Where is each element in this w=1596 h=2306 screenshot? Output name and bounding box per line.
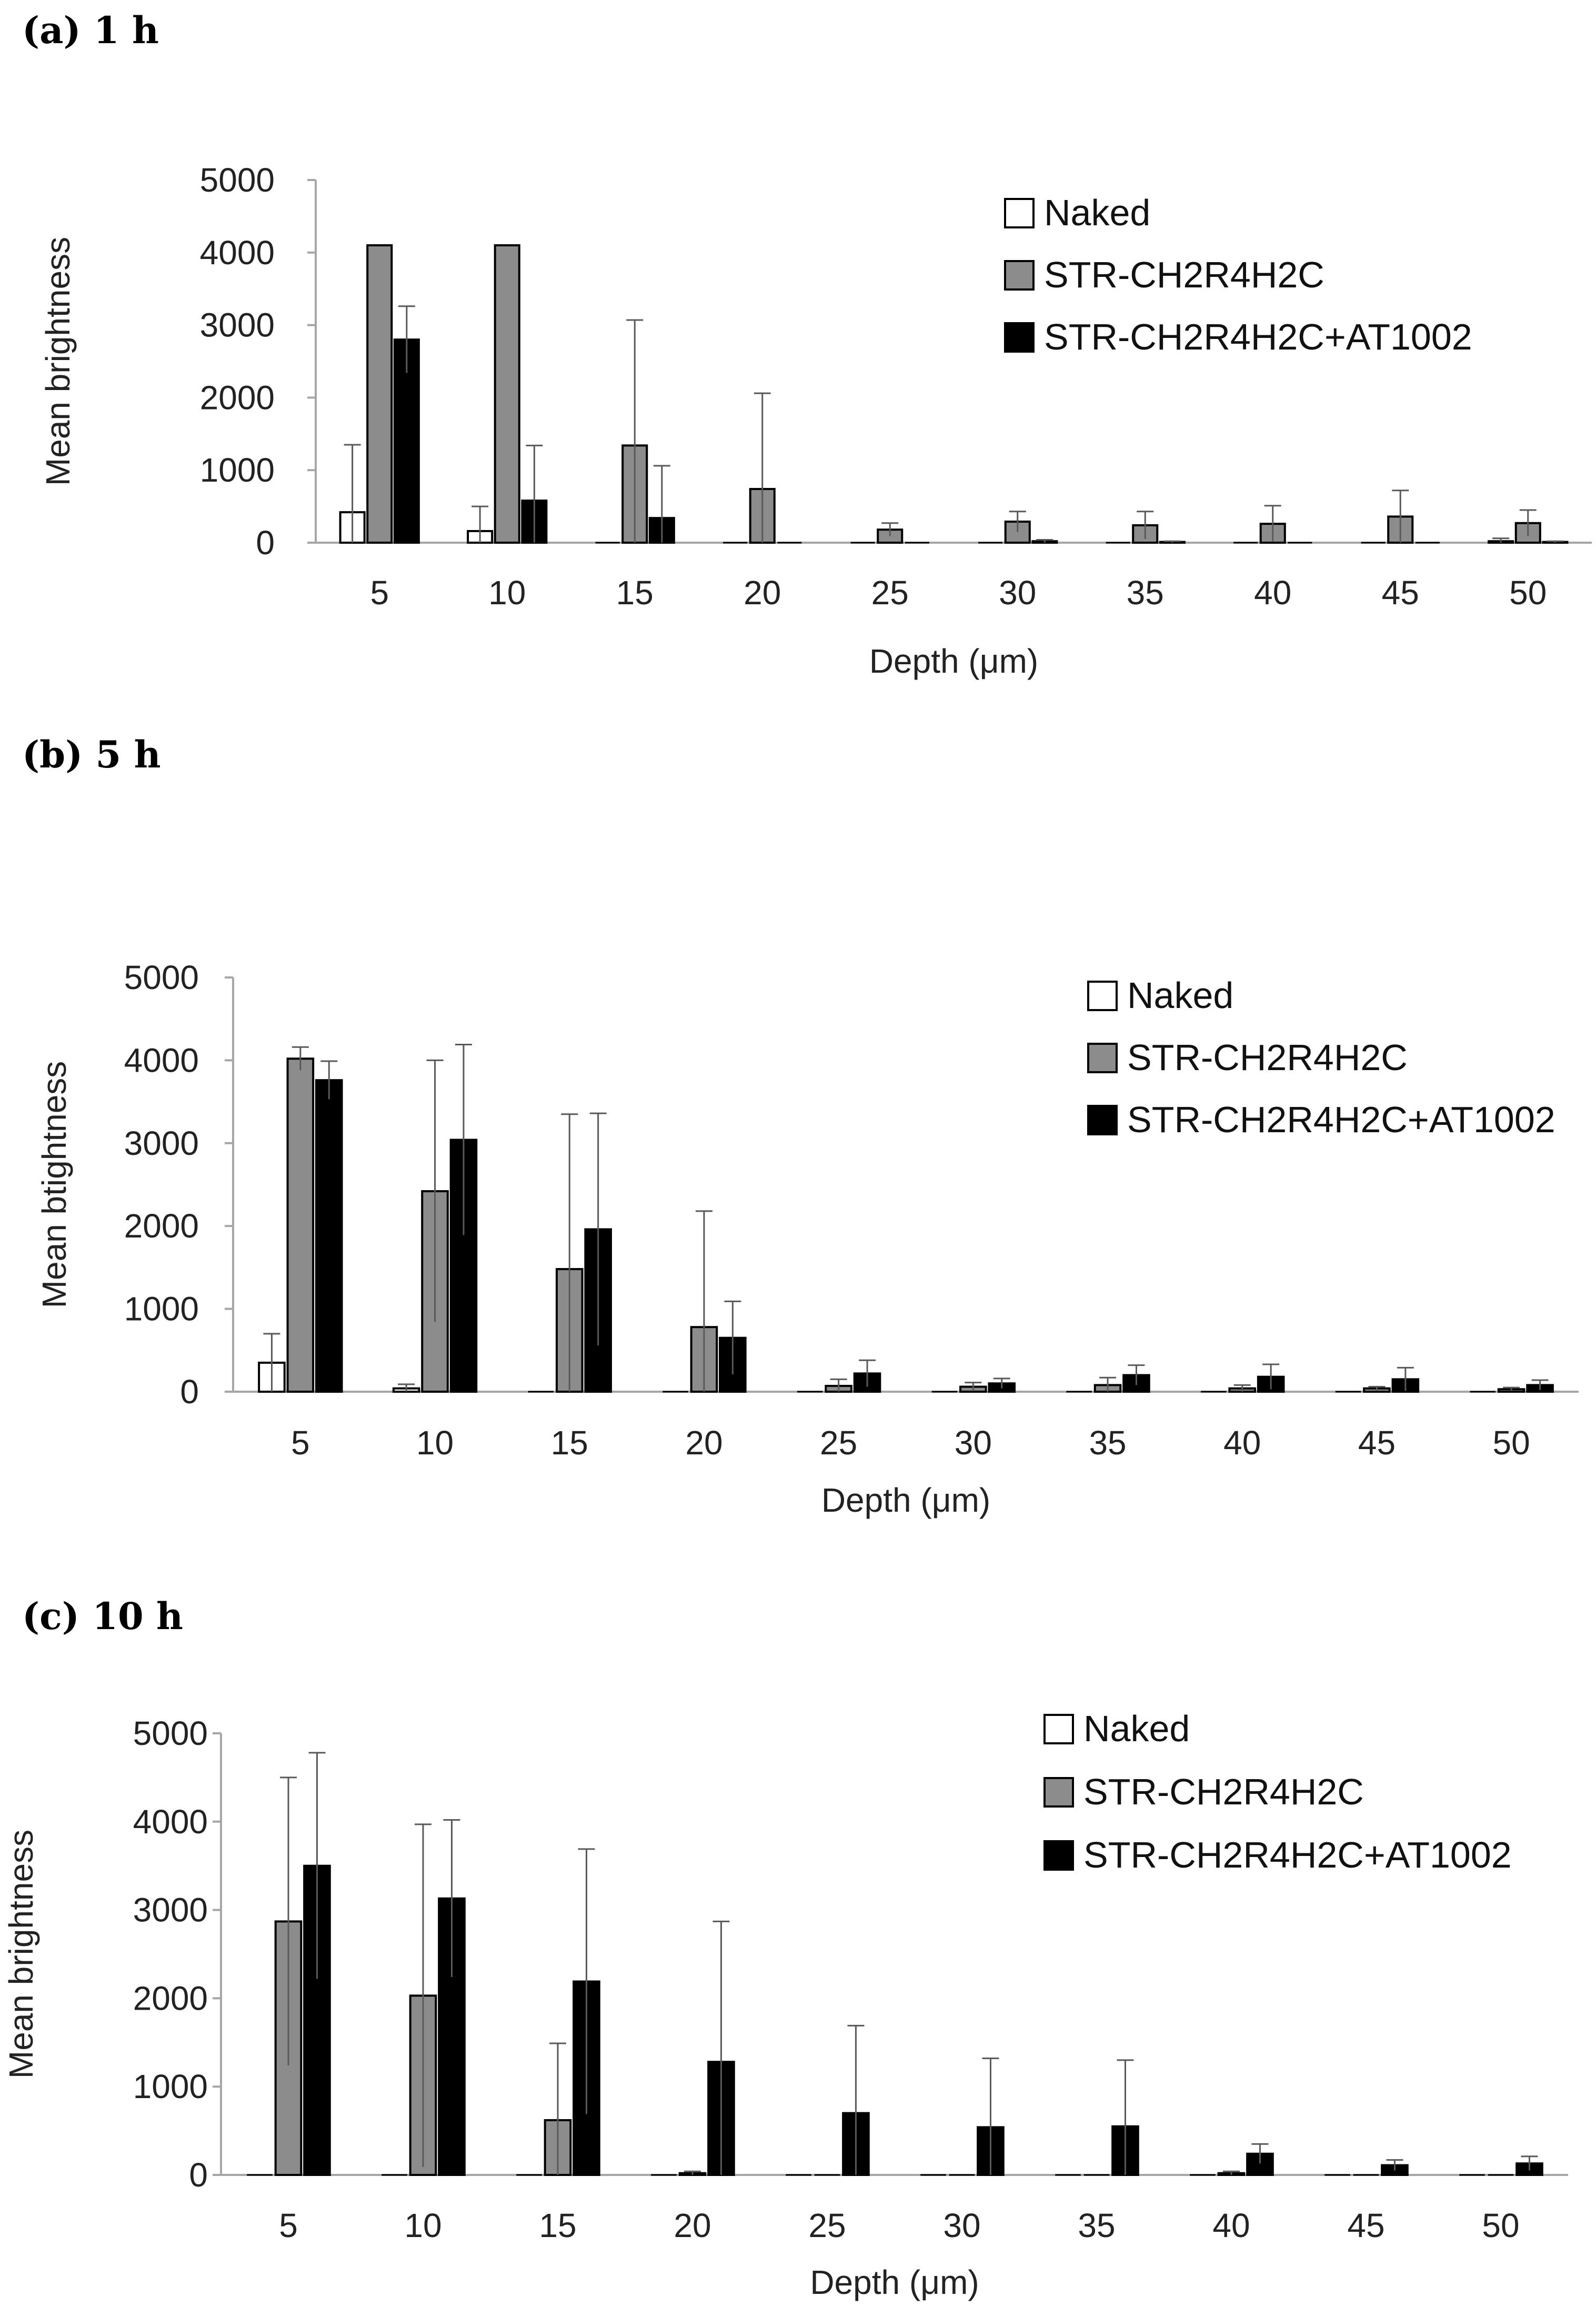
panel-c-y-tick-label: 3000 xyxy=(133,1891,208,1929)
panel-c-legend-label: STR-CH2R4H2C xyxy=(1083,1771,1364,1812)
panel-b-x-tick-label: 10 xyxy=(416,1424,454,1462)
panel-a-legend-swatch xyxy=(1004,322,1035,353)
panel-b-x-tick-label: 20 xyxy=(685,1424,722,1462)
panel-c-y-axis-label: Mean brightness xyxy=(2,1830,40,2079)
panel-a-x-tick-label: 30 xyxy=(999,574,1036,612)
panel-a-x-tick-label: 15 xyxy=(616,574,654,612)
panel-b-x-tick-label: 25 xyxy=(820,1424,857,1462)
panel-c-x-tick-label: 15 xyxy=(539,2207,576,2244)
panel-b: (b) 5 h 0 1000 2000 3000 4000 5000 5 10 15 20 25 30… xyxy=(22,733,1579,1519)
panel-c-legend-swatch xyxy=(1043,1840,1074,1871)
panel-b-title: (b) 5 h xyxy=(22,733,161,776)
panel-a-x-tick-label: 40 xyxy=(1254,574,1291,612)
panel-a-bar-str xyxy=(1004,521,1031,544)
panel-c-x-tick-label: 10 xyxy=(404,2207,441,2244)
panel-b-x-tick-label: 30 xyxy=(955,1424,992,1462)
panel-c-y-tick-label: 2000 xyxy=(133,1979,208,2017)
panel-c-x-tick-label: 30 xyxy=(943,2207,980,2244)
panel-c-y-tick-label: 4000 xyxy=(133,1803,208,1841)
panel-c-legend-swatch xyxy=(1043,1714,1074,1744)
panel-b-legend-label: STR-CH2R4H2C xyxy=(1127,1037,1408,1078)
panel-a-title: (a) 1 h xyxy=(22,8,159,52)
panel-c-x-tick-label: 50 xyxy=(1482,2207,1519,2244)
panel-c-y-tick-label: 0 xyxy=(189,2156,208,2194)
panel-b-x-axis-label: Depth (μm) xyxy=(821,1481,990,1519)
panel-b-y-tick-label: 0 xyxy=(180,1373,199,1411)
panel-a-legend-label: STR-CH2R4H2C+AT1002 xyxy=(1044,316,1472,357)
panel-a-x-axis-label: Depth (μm) xyxy=(869,642,1038,680)
panel-a-bar-str xyxy=(366,244,393,544)
panel-c-title: (c) 10 h xyxy=(22,1594,183,1638)
panel-a: (a) 1 h 0 1000 2000 3000 4000 5000 5 10 15 20 25 30… xyxy=(22,8,1592,680)
panel-a-x-tick-label: 10 xyxy=(488,574,526,612)
panel-b-bar-str-at1002 xyxy=(315,1079,343,1393)
panel-b-y-tick-label: 5000 xyxy=(124,959,199,996)
panel-c-x-tick-label: 20 xyxy=(674,2207,711,2244)
panel-b-x-tick-label: 40 xyxy=(1223,1424,1261,1462)
panel-a-x-tick-label: 25 xyxy=(871,574,909,612)
panel-a-x-tick-label: 35 xyxy=(1127,574,1164,612)
panel-a-y-tick-label: 3000 xyxy=(200,306,275,344)
panel-b-plot: 0 1000 2000 3000 4000 5000 5 10 15 20 25 30 35 40 45 50… xyxy=(35,959,1579,1519)
panel-c-y-tick-label: 5000 xyxy=(133,1714,208,1752)
panel-a-plot: 0 1000 2000 3000 4000 5000 5 10 15 20 25 30 35 40 45 50… xyxy=(39,161,1592,680)
panel-c-plot: 0 1000 2000 3000 4000 5000 5 10 15 20 25 30 35 40 45 50… xyxy=(2,1708,1568,2301)
panel-b-legend-swatch xyxy=(1087,1043,1118,1073)
panel-a-y-axis-label: Mean brightness xyxy=(39,237,77,486)
panel-b-y-tick-label: 4000 xyxy=(124,1041,199,1079)
panel-a-legend-swatch xyxy=(1004,198,1035,228)
panel-b-y-tick-label: 1000 xyxy=(124,1290,199,1328)
panel-b-x-tick-label: 50 xyxy=(1493,1424,1530,1462)
panel-a-y-tick-label: 2000 xyxy=(200,378,275,416)
panel-c-legend-label: STR-CH2R4H2C+AT1002 xyxy=(1083,1834,1512,1875)
panel-b-x-tick-label: 5 xyxy=(291,1424,310,1462)
panel-c-x-tick-label: 45 xyxy=(1347,2207,1384,2244)
panel-c: (c) 10 h 0 1000 2000 3000 4000 5000 5 10 15 20 25 3… xyxy=(2,1594,1568,2301)
panel-a-x-tick-label: 20 xyxy=(744,574,781,612)
panel-a-x-tick-label: 50 xyxy=(1509,574,1547,612)
panel-c-legend-swatch xyxy=(1043,1777,1074,1808)
panel-c-x-tick-label: 35 xyxy=(1078,2207,1115,2244)
panel-b-legend-label: Naked xyxy=(1127,975,1233,1016)
panel-a-legend-label: STR-CH2R4H2C xyxy=(1044,254,1324,295)
panel-b-legend-label: STR-CH2R4H2C+AT1002 xyxy=(1127,1099,1555,1140)
panel-c-x-tick-label: 5 xyxy=(279,2207,298,2244)
panel-c-x-tick-label: 25 xyxy=(808,2207,846,2244)
panel-b-x-tick-label: 35 xyxy=(1089,1424,1126,1462)
panel-a-y-tick-label: 4000 xyxy=(200,234,275,272)
panel-c-legend-label: Naked xyxy=(1083,1708,1190,1749)
panel-b-legend-swatch xyxy=(1087,1105,1118,1135)
panel-c-y-tick-label: 1000 xyxy=(133,2068,208,2105)
panel-b-y-tick-label: 3000 xyxy=(124,1124,199,1162)
panel-a-bar-str-at1002 xyxy=(393,338,420,544)
panel-a-bar-str xyxy=(494,244,520,544)
panel-a-x-tick-label: 45 xyxy=(1382,574,1419,612)
panel-b-legend-swatch xyxy=(1087,981,1118,1011)
panel-b-bar-str xyxy=(286,1057,315,1393)
panel-a-legend-label: Naked xyxy=(1044,192,1150,233)
panel-a-y-tick-label: 0 xyxy=(256,524,275,562)
panel-a-legend-swatch xyxy=(1004,260,1035,291)
panel-b-y-axis-label: Mean btightness xyxy=(35,1061,73,1309)
panel-c-x-tick-label: 40 xyxy=(1212,2207,1250,2244)
panel-c-x-axis-label: Depth (μm) xyxy=(810,2263,979,2301)
panel-b-y-tick-label: 2000 xyxy=(124,1207,199,1245)
panel-a-y-tick-label: 1000 xyxy=(200,451,275,489)
panel-b-x-tick-label: 45 xyxy=(1358,1424,1396,1462)
panel-a-x-tick-label: 5 xyxy=(370,574,389,612)
panel-b-x-tick-label: 15 xyxy=(551,1424,588,1462)
panel-a-y-tick-label: 5000 xyxy=(200,161,275,199)
